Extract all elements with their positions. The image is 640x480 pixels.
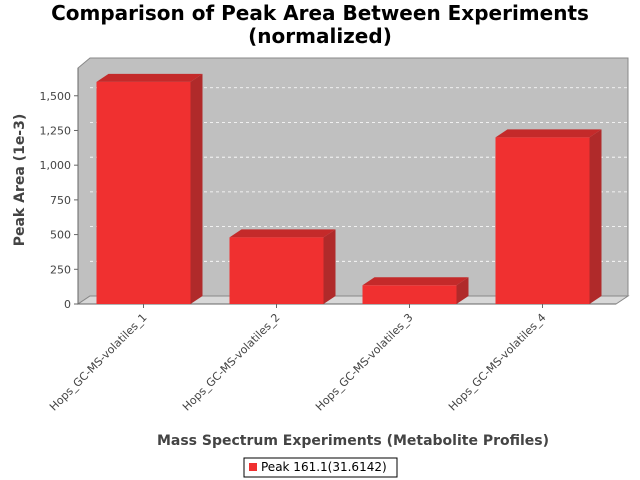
bar-side <box>190 73 203 304</box>
legend-swatch <box>249 463 257 471</box>
bar-side <box>323 229 336 304</box>
legend-label: Peak 161.1(31.6142) <box>261 460 387 474</box>
bar-top <box>362 277 469 286</box>
bar <box>362 285 457 304</box>
chart-title: Comparison of Peak Area Between Experime… <box>51 1 589 25</box>
bar <box>96 81 191 304</box>
y-tick-label: 750 <box>50 194 71 207</box>
legend-box <box>243 457 398 478</box>
y-tick-label: 1,250 <box>40 124 72 137</box>
x-tick-label: Hops_GC-MS-volatiles_3 <box>313 311 416 414</box>
plot-area: 0 250 500 750 1,000 1,250 1,500 Hops_GC-MS-vola… <box>40 57 630 414</box>
y-tick-label: 500 <box>50 229 71 242</box>
x-tick-label: Hops_GC-MS-volatiles_2 <box>180 311 283 414</box>
bar-side <box>456 277 469 304</box>
legend: Peak 161.1(31.6142) <box>243 457 398 478</box>
y-tick-label: 0 <box>64 298 71 311</box>
x-axis-label: Mass Spectrum Experiments (Metabolite Pr… <box>157 433 549 449</box>
bar-top <box>96 73 203 82</box>
bar-top <box>229 229 336 238</box>
bar-top <box>495 129 602 138</box>
bar <box>495 137 590 304</box>
x-tick-label: Hops_GC-MS-volatiles_4 <box>446 311 549 414</box>
x-tick-label: Hops_GC-MS-volatiles_1 <box>47 311 150 414</box>
chart-subtitle: (normalized) <box>248 24 392 48</box>
y-tick-label: 1,000 <box>40 159 72 172</box>
bar <box>229 237 324 304</box>
y-tick-label: 250 <box>50 263 71 276</box>
bar-side <box>589 129 602 304</box>
y-axis-label: Peak Area (1e-3) <box>12 114 28 247</box>
y-tick-label: 1,500 <box>40 90 72 103</box>
